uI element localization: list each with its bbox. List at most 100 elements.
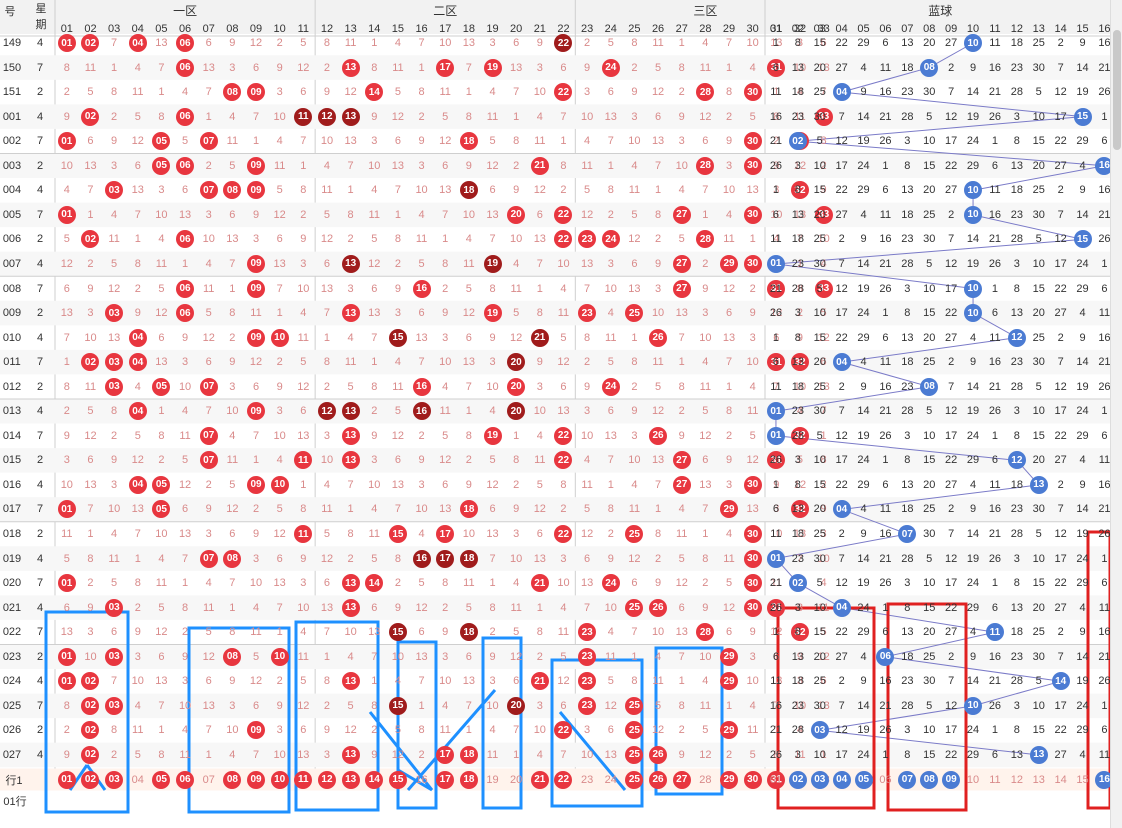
blue-miss-count: 5: [926, 552, 933, 565]
blue-miss-count: 12: [835, 429, 848, 442]
blue-miss-count: 9: [860, 528, 867, 540]
red-column-number: 13: [344, 23, 357, 35]
blue-miss-count: 8: [1013, 282, 1020, 295]
miss-count: 4: [229, 110, 236, 123]
ball-number: 02: [81, 672, 100, 691]
ball-number: 25: [625, 598, 644, 617]
miss-count: 8: [796, 282, 804, 295]
miss-count: 10: [651, 307, 665, 320]
miss-count: 3: [347, 282, 354, 295]
footer-red-ball: 30: [743, 770, 763, 790]
miss-count: 7: [465, 380, 472, 393]
miss-count: 1: [158, 405, 165, 418]
miss-count: 12: [320, 233, 334, 246]
ball-number: 02: [81, 745, 100, 764]
ball-number: 09: [247, 181, 266, 200]
blue-miss-count: 5: [816, 282, 823, 295]
miss-count: 6: [63, 282, 70, 295]
ball-number: 24: [601, 574, 620, 593]
ball-number: 14: [1051, 672, 1070, 691]
red-ball: 11: [293, 524, 313, 544]
blue-miss-count: 4: [860, 61, 867, 74]
miss-count: 8: [63, 380, 70, 393]
scrollbar-thumb[interactable]: [1113, 30, 1121, 150]
miss-count: 11: [179, 429, 191, 442]
red-ball: 19: [483, 426, 503, 446]
blue-miss-count: 20: [813, 208, 826, 221]
blue-miss-count: 4: [860, 356, 867, 369]
blue-miss-count: 7: [1057, 61, 1064, 74]
miss-count: 4: [702, 37, 709, 49]
red-ball: 10: [270, 475, 290, 495]
ball-number: 22: [554, 451, 573, 470]
blue-miss-count: 7: [1057, 208, 1064, 221]
miss-count: 8: [631, 675, 638, 688]
weekday-value: 2: [36, 454, 44, 467]
blue-column-number: 14: [1054, 23, 1067, 35]
miss-count: 13: [533, 233, 546, 246]
red-column-number: 04: [131, 23, 144, 35]
blue-miss-count: 17: [835, 748, 848, 761]
miss-count: 6: [182, 184, 189, 197]
issue-number: 017: [2, 503, 22, 516]
miss-count: 3: [111, 478, 118, 491]
blue-miss-count: 14: [966, 380, 980, 393]
blue-miss-count: 11: [1098, 748, 1111, 761]
blue-miss-count: 21: [988, 380, 1002, 393]
blue-miss-count: 29: [1076, 724, 1089, 737]
blue-miss-count: 11: [879, 61, 892, 74]
miss-count: 2: [205, 159, 212, 172]
miss-count: 10: [817, 552, 830, 565]
miss-count: 7: [678, 650, 685, 663]
miss-count: 4: [489, 724, 496, 737]
red-column-number: 01: [60, 23, 73, 35]
red-ball: 15: [388, 696, 408, 716]
blue-miss-count: 28: [1010, 233, 1023, 246]
blue-miss-count: 10: [1032, 405, 1045, 418]
blue-miss-count: 24: [1076, 552, 1089, 565]
blue-miss-count: 15: [1032, 724, 1045, 737]
blue-miss-count: 29: [857, 331, 870, 344]
miss-count: 2: [371, 405, 378, 418]
miss-count: 7: [252, 110, 260, 123]
miss-count: 10: [273, 110, 286, 123]
miss-count: 13: [817, 380, 830, 393]
miss-count: 3: [820, 528, 827, 540]
red-ball: 11: [293, 107, 313, 127]
miss-count: 2: [418, 748, 425, 761]
footer-blue-ball: 04: [832, 770, 852, 790]
miss-count: 9: [323, 724, 331, 737]
miss-count: 8: [560, 159, 567, 172]
miss-count: 4: [536, 748, 543, 761]
miss-count: 5: [394, 86, 401, 99]
miss-count: 5: [560, 331, 567, 344]
red-ball: 09: [246, 720, 266, 740]
blue-miss-count: 22: [945, 159, 958, 172]
miss-count: 3: [87, 307, 94, 320]
red-ball: 25: [624, 598, 644, 618]
ball-number: 13: [341, 107, 360, 126]
blue-miss-count: 8: [794, 37, 801, 49]
miss-count: 13: [439, 503, 452, 516]
red-ball: 06: [175, 107, 195, 127]
miss-count: 12: [249, 37, 263, 49]
blue-ball: 14: [1051, 671, 1071, 691]
vertical-scrollbar[interactable]: [1110, 0, 1122, 828]
red-ball: 06: [175, 33, 195, 53]
miss-count: 6: [300, 86, 307, 99]
miss-count: 7: [394, 184, 401, 197]
miss-count: 10: [580, 110, 594, 123]
miss-count: 12: [770, 307, 783, 320]
miss-count: 2: [418, 110, 425, 123]
miss-count: 9: [465, 478, 472, 491]
miss-count: 5: [347, 380, 354, 393]
blue-miss-count: 15: [923, 307, 936, 320]
ball-number: 07: [199, 549, 218, 568]
miss-count: 8: [323, 37, 331, 49]
miss-count: 3: [702, 307, 709, 320]
ball-number: 20: [507, 402, 526, 421]
ball-number: 29: [720, 770, 739, 789]
miss-count: 2: [63, 724, 70, 737]
red-ball: 31: [766, 58, 786, 78]
blue-miss-count: 21: [769, 577, 783, 590]
